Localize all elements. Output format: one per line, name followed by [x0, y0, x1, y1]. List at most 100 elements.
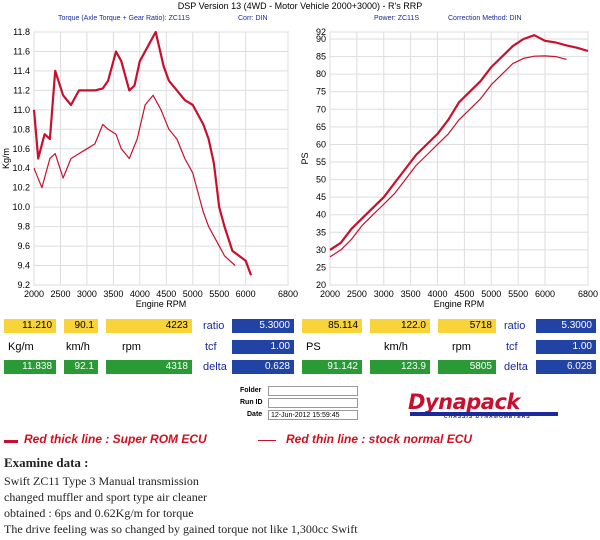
- charts-svg: 2000 2500 3000 3500 4000 4500 5000 5500 6000 6800…: [1, 27, 598, 309]
- x-tick-label: 6800: [578, 289, 598, 299]
- x-tick-label: 4500: [156, 289, 176, 299]
- delta-label-2: delta: [504, 361, 528, 373]
- y-tick-label: 92: [316, 27, 326, 37]
- notes-line-2: changed muffler and sport type air clean…: [4, 490, 208, 504]
- y-tick-label: 9.6: [17, 241, 30, 251]
- y-tick-label: 20: [316, 280, 326, 290]
- power-speed-value: 122.0: [370, 319, 430, 333]
- unit-kmh-2: km/h: [384, 341, 408, 353]
- y-tick-label: 10.4: [12, 163, 30, 173]
- tcf-value: 1.00: [232, 340, 294, 354]
- y-tick-label: 10.0: [12, 202, 30, 212]
- y-tick-label: 35: [316, 227, 326, 237]
- unit-rpm: rpm: [122, 341, 141, 353]
- logo-bar: [410, 412, 558, 416]
- power-max-value: 85.114: [302, 319, 362, 333]
- power-chart-header: Power: ZC11S: [374, 15, 419, 22]
- x-tick-label: 5000: [481, 289, 501, 299]
- power-chart: 2000 2500 3000 3500 4000 4500 5000 5500 6000 6800…: [300, 27, 598, 309]
- notes-line-4: The drive feeling was so changed by gain…: [4, 522, 358, 536]
- torque-max-value: 11.210: [4, 319, 56, 333]
- ratio-value: 5.3000: [232, 319, 294, 333]
- power-after-rpm: 5805: [438, 360, 496, 374]
- x-tick-label: 2000: [24, 289, 44, 299]
- logo-sub: CHASSIS DYNAMOMETERS: [444, 414, 531, 420]
- power-corr-label: Correction Method: DIN: [448, 15, 522, 22]
- delta-value-2: 6.028: [536, 360, 596, 374]
- x-tick-label: 3000: [374, 289, 394, 299]
- plot-frame: [329, 31, 589, 286]
- power-rpm-value: 5718: [438, 319, 496, 333]
- ratio-label-2: ratio: [504, 320, 526, 332]
- series-line-thin: [33, 94, 236, 266]
- torque-corr-label: Corr: DIN: [238, 15, 268, 22]
- y-tick-label: 9.2: [17, 280, 30, 290]
- torque-chart: 2000 2500 3000 3500 4000 4500 5000 5500 6000 6800…: [1, 27, 298, 309]
- torque-after-value: 11.838: [4, 360, 56, 374]
- folder-field: [268, 386, 358, 396]
- unit-kmh: km/h: [66, 341, 90, 353]
- x-tick-label: 4000: [427, 289, 447, 299]
- x-tick-label: 2500: [50, 289, 70, 299]
- folder-label: Folder: [240, 387, 262, 394]
- x-tick-label: 2000: [320, 289, 340, 299]
- series-line-thin: [329, 55, 567, 258]
- y-tick-label: 11.4: [13, 66, 30, 76]
- y-tick-label: 11.8: [13, 27, 30, 37]
- runid-field: [268, 398, 358, 408]
- x-tick-label: 4000: [130, 289, 150, 299]
- y-tick-label: 65: [316, 122, 326, 132]
- y-tick-label: 25: [316, 262, 326, 272]
- tcf-label-2: tcf: [506, 341, 518, 353]
- x-tick-label: 5500: [508, 289, 528, 299]
- x-axis-label: Engine RPM: [136, 299, 187, 309]
- x-tick-label: 5500: [209, 289, 229, 299]
- y-tick-label: 11.6: [13, 46, 30, 56]
- torque-after-speed: 92.1: [64, 360, 98, 374]
- y-tick-label: 9.4: [17, 261, 30, 271]
- y-tick-label: 90: [316, 34, 326, 44]
- delta-label: delta: [203, 361, 227, 373]
- y-tick-label: 55: [316, 157, 326, 167]
- x-axis-label: Engine RPM: [434, 299, 485, 309]
- x-tick-label: 6800: [278, 289, 298, 299]
- legend-thick-swatch: [4, 440, 18, 443]
- series-line-thick: [32, 30, 253, 276]
- torque-chart-header: Torque (Axle Torque + Gear Ratio): ZC11S: [58, 15, 190, 22]
- date-label: Date: [247, 411, 263, 418]
- x-tick-label: 6000: [236, 289, 256, 299]
- y-tick-label: 9.8: [17, 222, 30, 232]
- torque-speed-value: 90.1: [64, 319, 98, 333]
- y-tick-label: 10.2: [12, 183, 30, 193]
- chart-window-title: DSP Version 13 (4WD - Motor Vehicle 2000…: [177, 1, 423, 11]
- notes-heading: Examine data :: [4, 455, 89, 470]
- y-axis-label: Kg/m: [1, 148, 11, 169]
- unit-ps: PS: [306, 341, 321, 353]
- x-tick-label: 3500: [103, 289, 123, 299]
- y-tick-label: 80: [316, 69, 326, 79]
- torque-after-rpm: 4318: [106, 360, 192, 374]
- tcf-value-2: 1.00: [536, 340, 596, 354]
- y-tick-label: 10.6: [12, 144, 30, 154]
- y-axis-label: PS: [300, 152, 310, 164]
- notes-line-1: Swift ZC11 Type 3 Manual transmission: [4, 474, 199, 488]
- ratio-value-2: 5.3000: [536, 319, 596, 333]
- delta-value: 0.628: [232, 360, 294, 374]
- legend-thin-swatch: [258, 440, 276, 441]
- ratio-label: ratio: [203, 320, 225, 332]
- legend-thick: Red thick line : Super ROM ECU: [24, 432, 207, 446]
- series-line-thick: [329, 34, 589, 251]
- x-tick-label: 3000: [77, 289, 97, 299]
- notes-line-3: obtained : 6ps and 0.62Kg/m for torque: [4, 506, 194, 520]
- y-tick-label: 40: [316, 210, 326, 220]
- y-tick-label: 10.8: [12, 124, 30, 134]
- legend-thin: Red thin line : stock normal ECU: [286, 432, 473, 446]
- y-tick-label: 45: [316, 192, 326, 202]
- power-after-speed: 123.9: [370, 360, 430, 374]
- y-tick-label: 30: [316, 245, 326, 255]
- y-tick-label: 75: [316, 87, 326, 97]
- runid-label: Run ID: [240, 399, 263, 406]
- dynapack-logo: Dynapack CHASSIS DYNAMOMETERS: [408, 390, 558, 422]
- x-tick-label: 2500: [347, 289, 367, 299]
- y-tick-label: 70: [316, 104, 326, 114]
